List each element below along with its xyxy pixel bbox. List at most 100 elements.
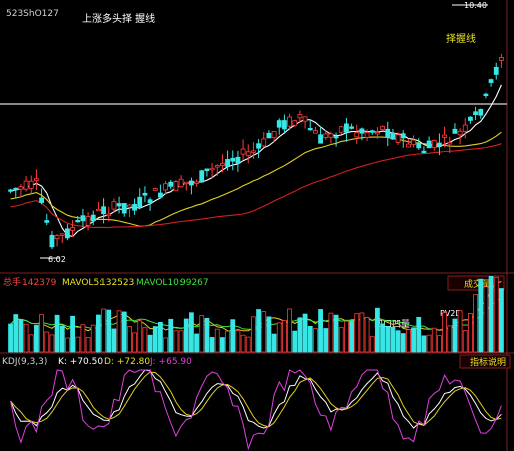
volume-bar	[447, 325, 453, 353]
candle-body	[49, 234, 55, 248]
candle-body	[437, 142, 442, 147]
candle-body	[256, 143, 261, 149]
candle-body	[442, 134, 447, 138]
volume-bar	[473, 294, 478, 353]
volume-total-value: 142379	[22, 278, 57, 288]
candle-body	[85, 216, 91, 226]
candle-body	[344, 123, 349, 133]
candle-body	[209, 167, 215, 171]
volume-bar	[96, 314, 101, 353]
volume-bar	[421, 335, 427, 353]
volume-bar	[106, 309, 112, 353]
volume-bar	[307, 325, 313, 353]
volume-bar	[245, 336, 251, 353]
candle-body	[158, 192, 163, 198]
volume-bar	[344, 320, 349, 353]
candle-body	[276, 120, 282, 128]
volume-bar	[70, 315, 75, 353]
volume-bar	[442, 312, 447, 353]
volume-bar	[199, 315, 205, 353]
candle-body	[411, 139, 416, 145]
volume-bar	[235, 329, 241, 353]
low-price-label: 6.02	[48, 255, 66, 264]
candle-body	[168, 181, 174, 187]
mavol5-value: 132523	[100, 278, 134, 288]
annotation-pv2d: PV2D	[440, 309, 462, 318]
candle-body	[287, 116, 292, 127]
candle-body	[406, 143, 411, 148]
candle-body	[194, 181, 199, 184]
volume-bar	[493, 276, 499, 353]
candle-body	[488, 79, 494, 83]
stock-code-label: 523ShO127	[6, 9, 59, 19]
candle-body	[364, 132, 370, 138]
candle-body	[338, 126, 344, 133]
volume-bar	[116, 310, 122, 353]
volume-bar	[80, 324, 86, 353]
volume-bar	[220, 337, 225, 353]
candle-body	[8, 189, 13, 192]
candle-body	[121, 203, 127, 214]
volume-bar	[173, 330, 179, 353]
kdj-lines	[10, 369, 502, 451]
volume-bar	[90, 324, 96, 353]
volume-bar	[132, 332, 137, 353]
candle-body	[230, 157, 236, 162]
volume-bar	[287, 308, 292, 353]
candle-body	[225, 159, 230, 167]
volume-bar	[483, 286, 489, 353]
candle-body	[80, 215, 86, 222]
volume-bars[interactable]	[8, 275, 504, 353]
candle-body	[251, 150, 256, 153]
candle-body	[390, 132, 396, 140]
volume-bar	[39, 314, 44, 353]
candle-body	[116, 203, 122, 207]
candle-body	[65, 228, 70, 239]
volume-average-lines	[10, 281, 502, 332]
volume-bar	[183, 318, 189, 353]
volume-bar	[152, 326, 158, 353]
candle-body	[313, 130, 318, 134]
volume-bar	[380, 323, 385, 353]
indicator-help-button-label: 指标说明	[470, 356, 506, 368]
candle-body	[44, 220, 50, 223]
volume-bar	[364, 317, 370, 353]
volume-bar	[488, 275, 494, 353]
moving-average-line	[10, 84, 502, 237]
volume-average-line	[10, 281, 502, 332]
candle-body	[18, 186, 24, 190]
kdj-line	[10, 369, 502, 451]
candle-body	[96, 208, 101, 212]
candle-body	[142, 192, 148, 196]
candle-body	[106, 213, 112, 217]
volume-bar	[28, 334, 34, 353]
volume-bar	[431, 327, 437, 353]
candle-body	[240, 148, 246, 155]
volume-bar	[338, 327, 344, 353]
volume-bar	[426, 334, 432, 353]
candle-body	[333, 136, 339, 139]
volume-bar	[251, 316, 256, 353]
volume-bar	[323, 328, 329, 353]
volume-bar	[437, 335, 442, 353]
chart-title: 上涨多头择 握线	[82, 12, 155, 25]
volume-bar	[13, 314, 19, 353]
volume-bar	[18, 319, 24, 353]
candle-body	[426, 140, 432, 149]
mavol10-label: MAVOL10:	[136, 278, 182, 288]
candle-body	[147, 199, 153, 204]
candle-body	[323, 133, 329, 138]
candle-body	[132, 203, 137, 211]
volume-bar	[194, 333, 199, 353]
candle-body	[220, 162, 225, 167]
kdj-title: KDJ(9,3,3)	[2, 357, 47, 367]
candle-body	[462, 124, 468, 132]
candle-body	[204, 168, 210, 171]
candlesticks[interactable]	[8, 53, 504, 250]
candle-body	[183, 181, 189, 185]
indicator-help-button[interactable]	[459, 354, 511, 369]
volume-bar	[85, 337, 91, 353]
volume-bar	[34, 325, 39, 353]
